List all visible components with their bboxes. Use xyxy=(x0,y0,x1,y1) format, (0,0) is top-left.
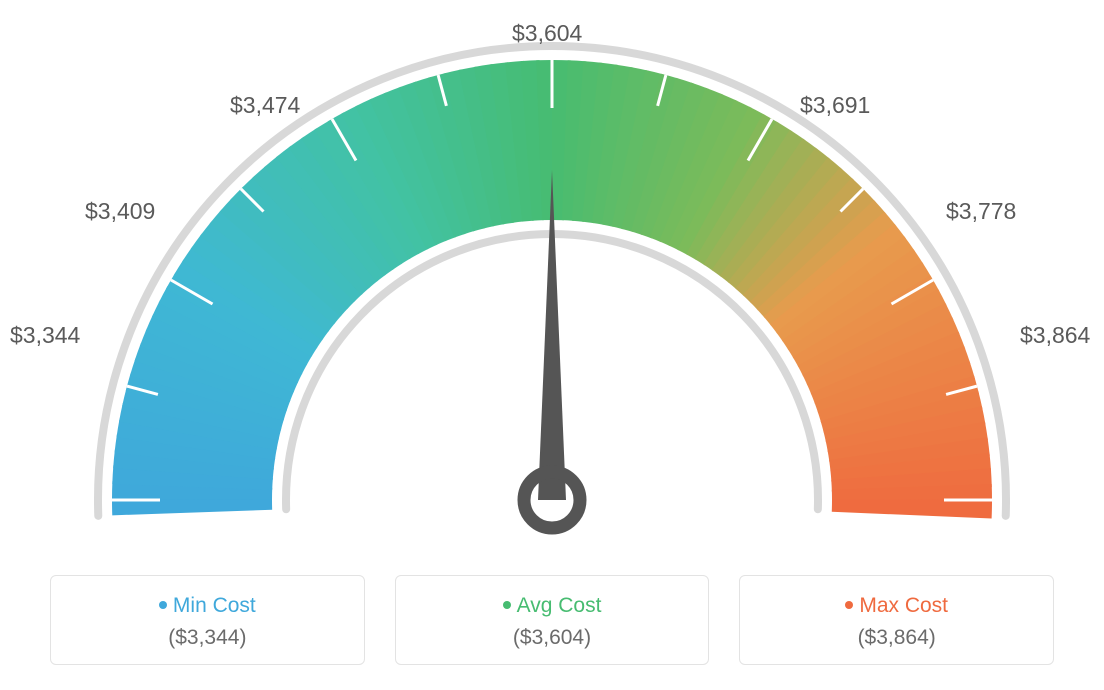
legend-row: Min Cost ($3,344) Avg Cost ($3,604) Max … xyxy=(50,575,1054,665)
gauge-chart-container: $3,344 $3,409 $3,474 $3,604 $3,691 $3,778 $3,8… xyxy=(0,0,1104,690)
legend-label-max: Max Cost xyxy=(859,594,948,617)
tick-label: $3,778 xyxy=(946,198,1016,225)
legend-title-min: Min Cost xyxy=(61,594,354,618)
legend-value-min: ($3,344) xyxy=(61,626,354,650)
tick-label: $3,691 xyxy=(800,92,870,119)
gauge-area: $3,344 $3,409 $3,474 $3,604 $3,691 $3,778 $3,8… xyxy=(0,0,1104,560)
tick-label: $3,344 xyxy=(10,322,80,349)
tick-label: $3,864 xyxy=(1020,322,1090,349)
dot-icon xyxy=(845,601,853,609)
legend-card-min: Min Cost ($3,344) xyxy=(50,575,365,665)
legend-label-min: Min Cost xyxy=(173,594,256,617)
dot-icon xyxy=(503,601,511,609)
gauge-svg xyxy=(0,0,1104,560)
dot-icon xyxy=(159,601,167,609)
legend-title-avg: Avg Cost xyxy=(406,594,699,618)
legend-value-avg: ($3,604) xyxy=(406,626,699,650)
tick-label: $3,474 xyxy=(230,92,300,119)
legend-title-max: Max Cost xyxy=(750,594,1043,618)
legend-label-avg: Avg Cost xyxy=(517,594,602,617)
legend-value-max: ($3,864) xyxy=(750,626,1043,650)
tick-label: $3,409 xyxy=(85,198,155,225)
tick-label: $3,604 xyxy=(512,20,582,47)
legend-card-max: Max Cost ($3,864) xyxy=(739,575,1054,665)
legend-card-avg: Avg Cost ($3,604) xyxy=(395,575,710,665)
